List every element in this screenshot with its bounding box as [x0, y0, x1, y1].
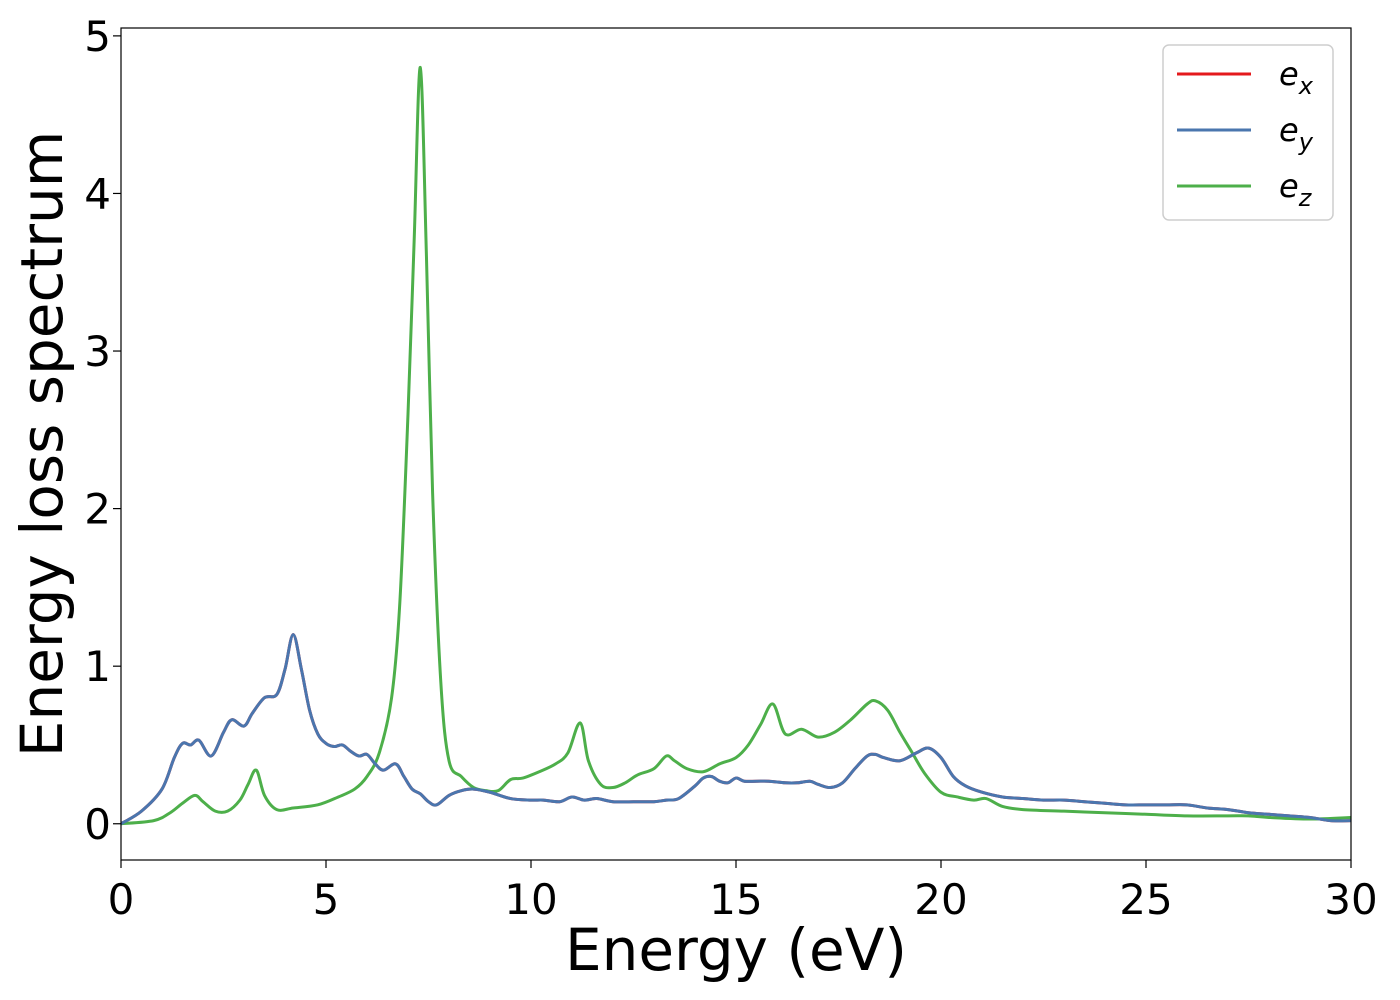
y-tick-label: 4 — [84, 169, 111, 218]
legend-label-base: e — [1279, 55, 1299, 93]
x-tick-label: 15 — [709, 875, 762, 924]
x-tick-label: 20 — [914, 875, 967, 924]
series-line-ez — [121, 65, 1351, 826]
legend-label-subscript: z — [1298, 184, 1313, 212]
series-line-ex — [121, 633, 1351, 826]
y-axis-label: Energy loss spectrum — [8, 131, 76, 757]
x-tick-label: 5 — [313, 875, 340, 924]
y-tick-label: 2 — [84, 485, 111, 534]
x-tick-label: 0 — [108, 875, 135, 924]
series-line-ey — [121, 633, 1351, 826]
x-tick-label: 10 — [504, 875, 557, 924]
y-tick-label: 5 — [84, 12, 111, 61]
x-axis-label: Energy (eV) — [565, 916, 907, 984]
y-tick-label: 1 — [84, 642, 111, 691]
y-tick-label: 0 — [84, 800, 111, 849]
legend-label: ey — [1279, 111, 1314, 156]
x-tick-label: 30 — [1324, 875, 1377, 924]
y-tick-label: 3 — [84, 327, 111, 376]
legend-label-base: e — [1279, 167, 1299, 205]
y-axis-ticks: 0 1 2 3 4 5 — [84, 12, 121, 849]
legend-box — [1162, 44, 1334, 221]
legend-label-subscript: y — [1298, 128, 1314, 156]
legend-label: ez — [1279, 167, 1313, 212]
legend-label-base: e — [1279, 111, 1299, 149]
x-tick-label: 25 — [1119, 875, 1172, 924]
x-axis-ticks: 0 5 10 15 20 25 30 — [108, 860, 1378, 924]
legend-label: ex — [1279, 55, 1314, 100]
series-layer — [121, 65, 1351, 826]
legend-label-subscript: x — [1298, 72, 1314, 100]
